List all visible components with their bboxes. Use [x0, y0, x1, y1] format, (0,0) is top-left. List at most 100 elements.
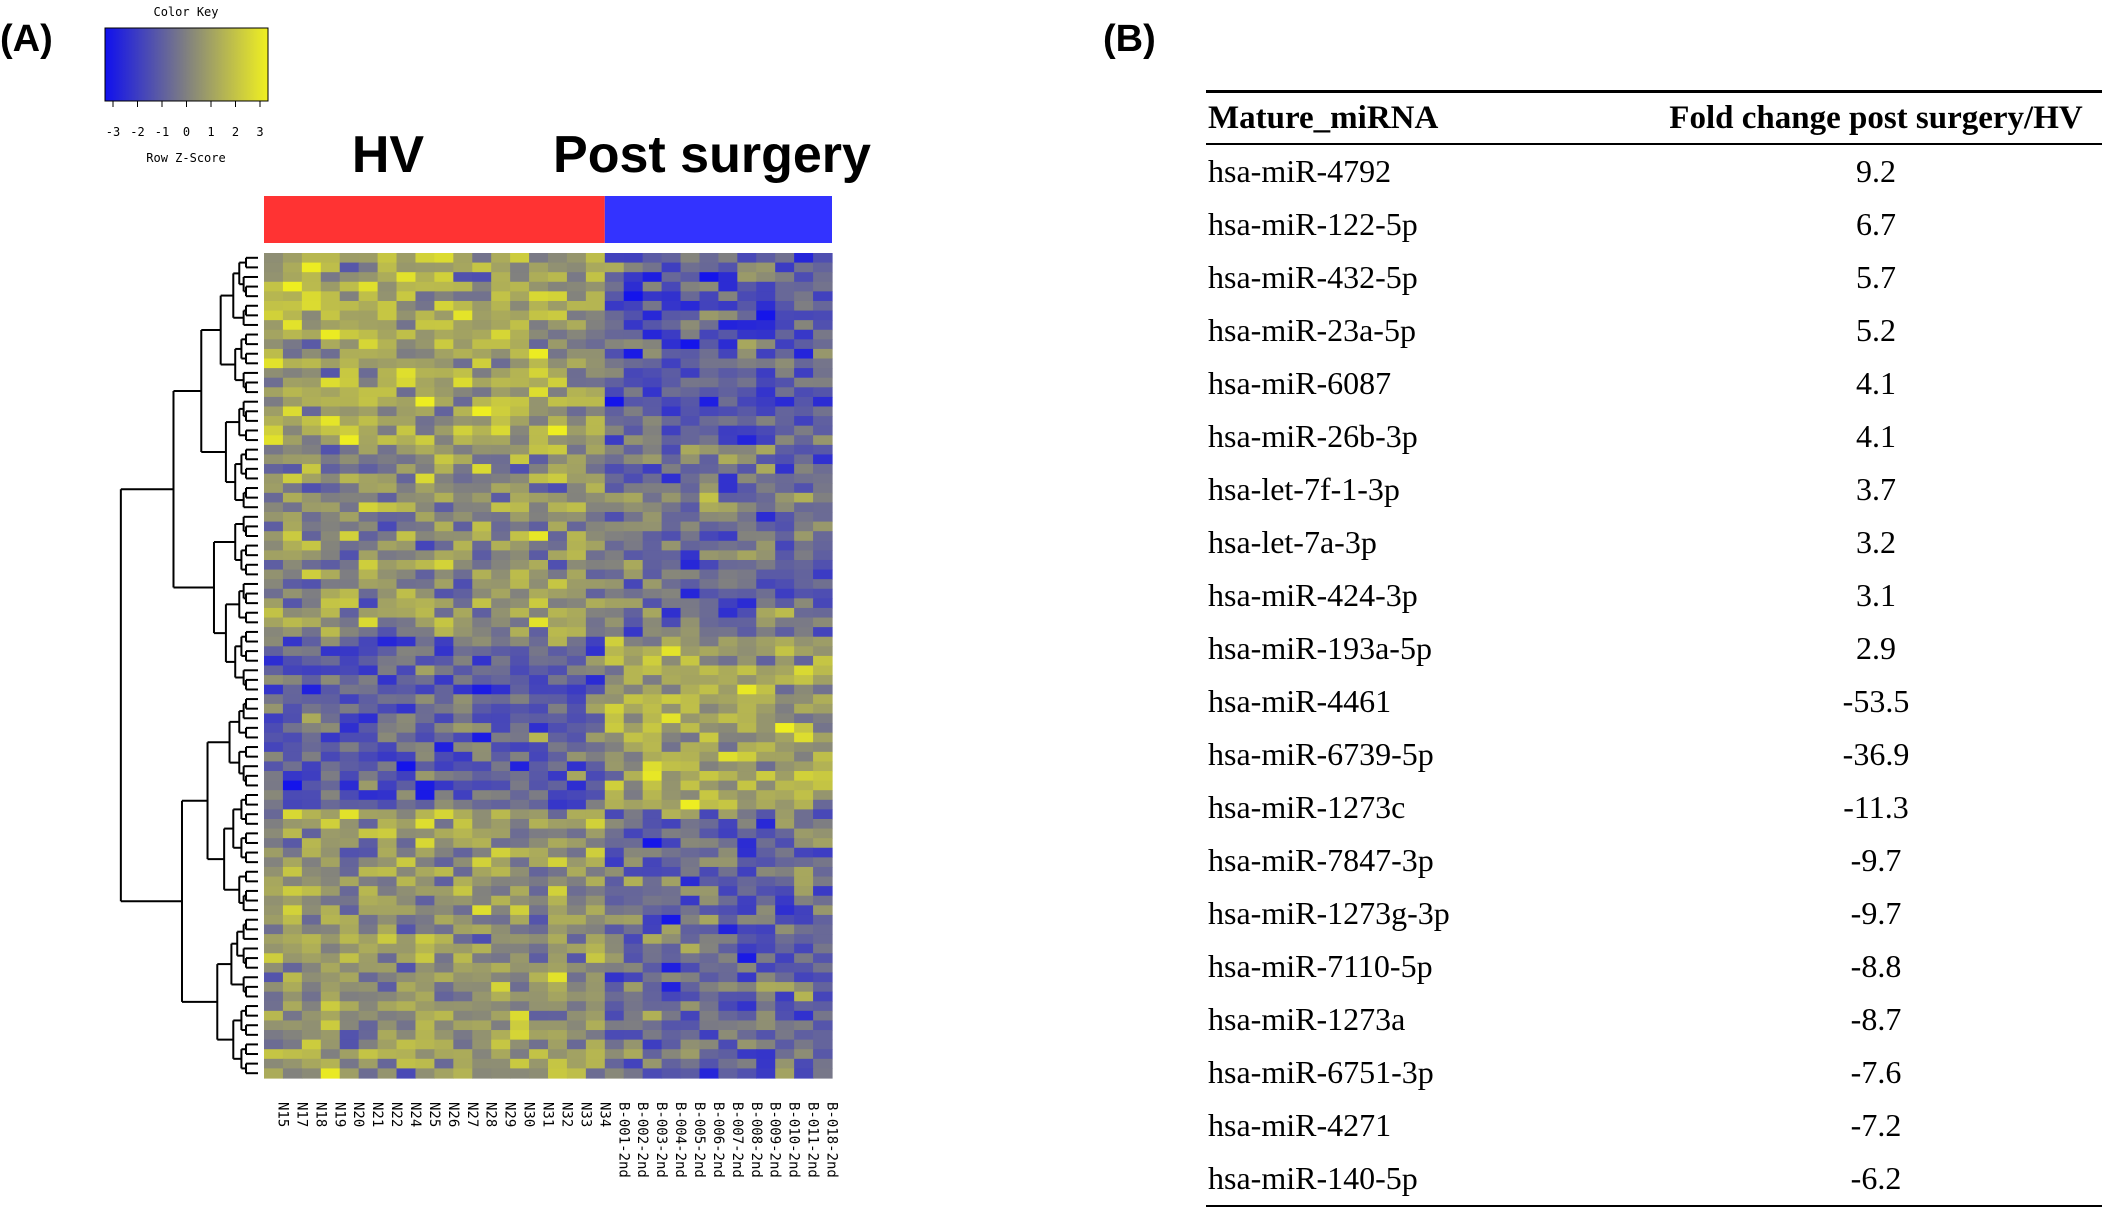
heatmap-cell: [623, 857, 644, 868]
heatmap-cell: [680, 895, 701, 906]
heatmap-cell: [415, 914, 435, 926]
heatmap-cell: [472, 895, 492, 906]
heatmap-cell: [775, 703, 795, 715]
heatmap-cell: [339, 771, 360, 782]
heatmap-cell: [737, 329, 757, 340]
heatmap-cell: [756, 627, 776, 638]
heatmap-cell: [434, 1020, 454, 1031]
heatmap-cell: [718, 502, 738, 513]
heatmap-cell: [396, 281, 417, 292]
heatmap-cell: [472, 780, 492, 791]
heatmap-cell: [282, 598, 303, 609]
heatmap-cell: [718, 387, 738, 398]
heatmap-cell: [377, 310, 398, 321]
heatmap-cell: [699, 886, 719, 897]
heatmap-cell: [794, 991, 814, 1002]
heatmap-cell: [377, 502, 398, 513]
heatmap-cell: [529, 1039, 549, 1050]
heatmap-cell: [548, 943, 568, 954]
heatmap-cell: [510, 569, 530, 580]
heatmap-cell: [661, 694, 682, 705]
heatmap-cell: [756, 396, 776, 408]
heatmap-cell: [472, 713, 492, 724]
heatmap-cell: [358, 675, 379, 686]
heatmap-cell: [339, 502, 360, 513]
heatmap-cell: [529, 943, 549, 954]
heatmap-cell: [264, 914, 284, 926]
heatmap-cell: [623, 982, 644, 993]
heatmap-cell: [642, 1001, 663, 1012]
heatmap-cell: [339, 281, 360, 292]
heatmap-cell: [794, 387, 814, 398]
heatmap-cell: [737, 1049, 757, 1060]
heatmap-cell: [566, 742, 587, 753]
heatmap-cell: [510, 780, 530, 791]
heatmap-cell: [623, 588, 644, 599]
heatmap-cell: [264, 818, 284, 830]
heatmap-cell: [339, 1058, 360, 1069]
heatmap-cell: [264, 368, 284, 379]
heatmap-cell: [264, 761, 284, 772]
heatmap-cell: [491, 914, 511, 926]
heatmap-cell: [282, 866, 303, 878]
heatmap-cell: [320, 905, 341, 916]
heatmap-cell: [529, 531, 549, 542]
heatmap-cell: [548, 348, 568, 360]
heatmap-cell: [756, 358, 776, 369]
heatmap-cell: [415, 655, 435, 667]
heatmap-cell: [358, 655, 379, 667]
heatmap-cell: [680, 838, 701, 849]
heatmap-cell: [453, 828, 473, 839]
heatmap-cell: [566, 425, 587, 436]
heatmap-cell: [566, 454, 587, 465]
heatmap-cell: [415, 531, 435, 542]
heatmap-cell: [585, 339, 606, 350]
heatmap-cell: [718, 838, 738, 849]
heatmap-cell: [699, 953, 719, 964]
heatmap-cell: [510, 799, 530, 810]
heatmap-cell: [415, 790, 435, 801]
heatmap-cell: [604, 809, 625, 820]
heatmap-cell: [737, 914, 757, 926]
heatmap-cell: [301, 694, 322, 705]
heatmap-cell: [434, 790, 454, 801]
heatmap-cell: [301, 425, 322, 436]
heatmap-cell: [756, 1030, 776, 1041]
heatmap-cell: [301, 329, 322, 340]
heatmap-cell: [680, 512, 701, 523]
heatmap-cell: [396, 1020, 417, 1031]
heatmap-cell: [377, 253, 398, 264]
heatmap-cell: [775, 406, 795, 417]
heatmap-cell: [415, 665, 435, 676]
heatmap-cell: [718, 598, 738, 609]
heatmap-cell: [661, 876, 682, 887]
heatmap-cell: [301, 886, 322, 897]
heatmap-cell: [377, 483, 398, 494]
heatmap-cell: [794, 1020, 814, 1031]
heatmap-cell: [301, 866, 322, 878]
heatmap-cell: [491, 838, 511, 849]
heatmap-cell: [301, 838, 322, 849]
heatmap-cell: [358, 262, 379, 273]
heatmap-cell: [453, 435, 473, 446]
heatmap-cell: [775, 1049, 795, 1060]
heatmap-cell: [510, 684, 530, 695]
heatmap-cell: [737, 934, 757, 945]
heatmap-cell: [585, 540, 606, 551]
heatmap-cell: [737, 751, 757, 763]
heatmap-cell: [718, 818, 738, 830]
heatmap-cell: [377, 847, 398, 858]
heatmap-cell: [813, 396, 833, 408]
heatmap-cell: [661, 444, 682, 456]
heatmap-cell: [264, 684, 284, 695]
heatmap-cell: [301, 569, 322, 580]
heatmap-cell: [699, 799, 719, 810]
heatmap-cell: [661, 799, 682, 810]
heatmap-cell: [813, 291, 833, 302]
heatmap-cell: [282, 339, 303, 350]
heatmap-cell: [320, 368, 341, 379]
heatmap-cell: [358, 895, 379, 906]
heatmap-cell: [718, 559, 738, 571]
heatmap-cell: [339, 675, 360, 686]
heatmap-cell: [794, 982, 814, 993]
